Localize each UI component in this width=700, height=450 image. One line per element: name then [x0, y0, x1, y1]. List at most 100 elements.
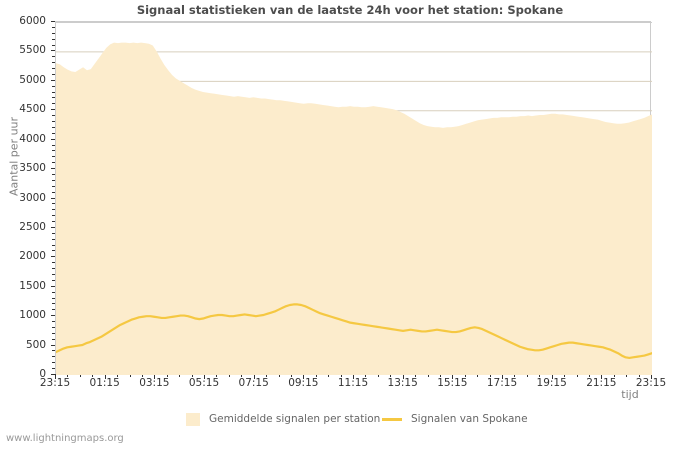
legend-area-swatch-icon	[186, 412, 200, 426]
y-axis-tick-label: 2000	[19, 250, 46, 263]
y-axis-minor-tick	[52, 332, 56, 334]
y-axis-tick-label: 500	[25, 338, 46, 351]
y-axis-minor-tick	[52, 62, 56, 64]
x-axis-minor-tick	[564, 374, 566, 377]
legend-item[interactable]: Gemiddelde signalen per station	[186, 410, 380, 428]
y-axis-minor-tick	[52, 56, 56, 58]
x-axis-minor-tick	[117, 374, 119, 377]
x-axis-minor-tick	[390, 374, 392, 377]
footer-attribution: www.lightningmaps.org	[6, 433, 124, 444]
x-axis-tick-mark	[452, 374, 454, 379]
x-axis-minor-tick	[92, 374, 94, 377]
y-axis-tick-mark	[51, 374, 56, 375]
x-axis-minor-tick	[514, 374, 516, 377]
y-axis-minor-tick	[52, 250, 56, 252]
y-axis-tick-label: 4000	[19, 132, 46, 145]
y-axis-minor-tick	[52, 144, 56, 146]
y-axis-tick-mark	[51, 168, 56, 170]
y-axis-minor-tick	[52, 85, 56, 87]
y-axis-tick-label: 5500	[19, 44, 46, 57]
y-axis-minor-tick	[52, 273, 56, 275]
x-axis-minor-tick	[613, 374, 615, 377]
y-axis-minor-tick	[52, 156, 56, 158]
x-axis-tick-label: 07:15	[238, 377, 269, 389]
y-axis-tick-label: 0	[39, 368, 46, 380]
y-axis-minor-tick	[52, 279, 56, 281]
x-axis-tick-mark	[303, 374, 305, 379]
x-axis-minor-tick	[278, 374, 280, 377]
x-axis-tick-mark	[551, 374, 553, 379]
y-axis-minor-tick	[52, 244, 56, 246]
line-series-signalen-van-spokane	[56, 303, 652, 360]
y-axis-minor-tick	[52, 115, 56, 117]
x-axis-minor-tick	[539, 374, 541, 377]
y-axis-minor-tick	[52, 38, 56, 40]
y-axis-minor-tick	[52, 91, 56, 93]
x-axis-tick-mark	[253, 374, 255, 379]
y-axis-tick-mark	[51, 226, 56, 228]
x-axis-tick-mark	[104, 374, 106, 379]
x-axis-tick-label: 09:15	[288, 377, 319, 389]
y-axis-minor-tick	[52, 356, 56, 358]
y-axis-tick-label: 1500	[19, 279, 46, 292]
x-axis-minor-tick	[489, 374, 491, 377]
x-axis-tick-mark	[651, 374, 652, 379]
y-axis-minor-tick	[52, 150, 56, 152]
x-axis-minor-tick	[67, 374, 69, 377]
y-axis-minor-tick	[52, 121, 56, 123]
legend-line-swatch-icon	[382, 417, 402, 421]
y-axis-minor-tick	[52, 73, 56, 75]
y-axis-minor-tick	[52, 126, 56, 128]
y-axis-tick-mark	[51, 138, 56, 140]
y-axis-minor-tick	[52, 321, 56, 323]
y-axis-minor-tick	[52, 338, 56, 340]
y-axis-minor-tick	[52, 297, 56, 299]
y-axis-tick-mark	[51, 197, 56, 199]
x-axis-tick-mark	[402, 374, 404, 379]
y-axis-tick-label: 3000	[19, 191, 46, 204]
y-axis-minor-tick	[52, 32, 56, 34]
y-axis-tick-mark	[51, 315, 56, 317]
x-axis-minor-tick	[241, 374, 243, 377]
x-axis-tick-mark	[601, 374, 603, 379]
y-axis-tick-mark	[51, 344, 56, 346]
y-axis-tick-label: 6000	[19, 15, 46, 27]
x-axis-minor-tick	[216, 374, 218, 377]
y-axis-minor-tick	[52, 232, 56, 234]
chart-canvas	[56, 22, 652, 375]
y-axis-minor-tick	[52, 179, 56, 181]
plot-area	[55, 21, 652, 375]
y-axis-minor-tick	[52, 68, 56, 70]
legend-label: Signalen van Spokane	[411, 413, 528, 425]
y-axis-minor-tick	[52, 209, 56, 211]
y-axis-minor-tick	[52, 97, 56, 99]
x-axis-tick-label: 23:15	[635, 377, 667, 389]
x-axis-tick-mark	[55, 374, 56, 379]
x-axis-tick-label: 15:15	[437, 377, 468, 389]
x-axis-minor-tick	[415, 374, 417, 377]
x-axis-tick-label: 05:15	[188, 377, 220, 389]
x-axis-minor-tick	[228, 374, 230, 377]
y-axis-minor-tick	[52, 368, 56, 370]
x-axis-minor-tick	[464, 374, 466, 377]
y-axis-minor-tick	[52, 326, 56, 328]
x-axis-tick-mark	[204, 374, 205, 379]
y-axis-minor-tick	[52, 262, 56, 264]
y-axis-minor-tick	[52, 238, 56, 240]
x-axis-tick-mark	[154, 374, 156, 379]
x-axis-minor-tick	[626, 374, 628, 377]
y-axis-minor-tick	[52, 103, 56, 105]
x-axis-minor-tick	[129, 374, 131, 377]
y-axis-tick-label: 5000	[19, 73, 46, 86]
y-axis-tick-mark	[51, 285, 56, 287]
x-axis-tick-label: 17:15	[486, 377, 518, 389]
x-axis-minor-tick	[141, 374, 143, 377]
y-axis-minor-tick	[52, 291, 56, 293]
x-axis-minor-tick	[365, 374, 367, 377]
x-axis-minor-tick	[166, 374, 168, 377]
x-axis-minor-tick	[377, 374, 379, 377]
area-series-gemiddelde-signalen-per-station	[56, 42, 652, 375]
x-axis-minor-tick	[79, 374, 81, 377]
legend-item[interactable]: Signalen van Spokane	[382, 410, 528, 428]
